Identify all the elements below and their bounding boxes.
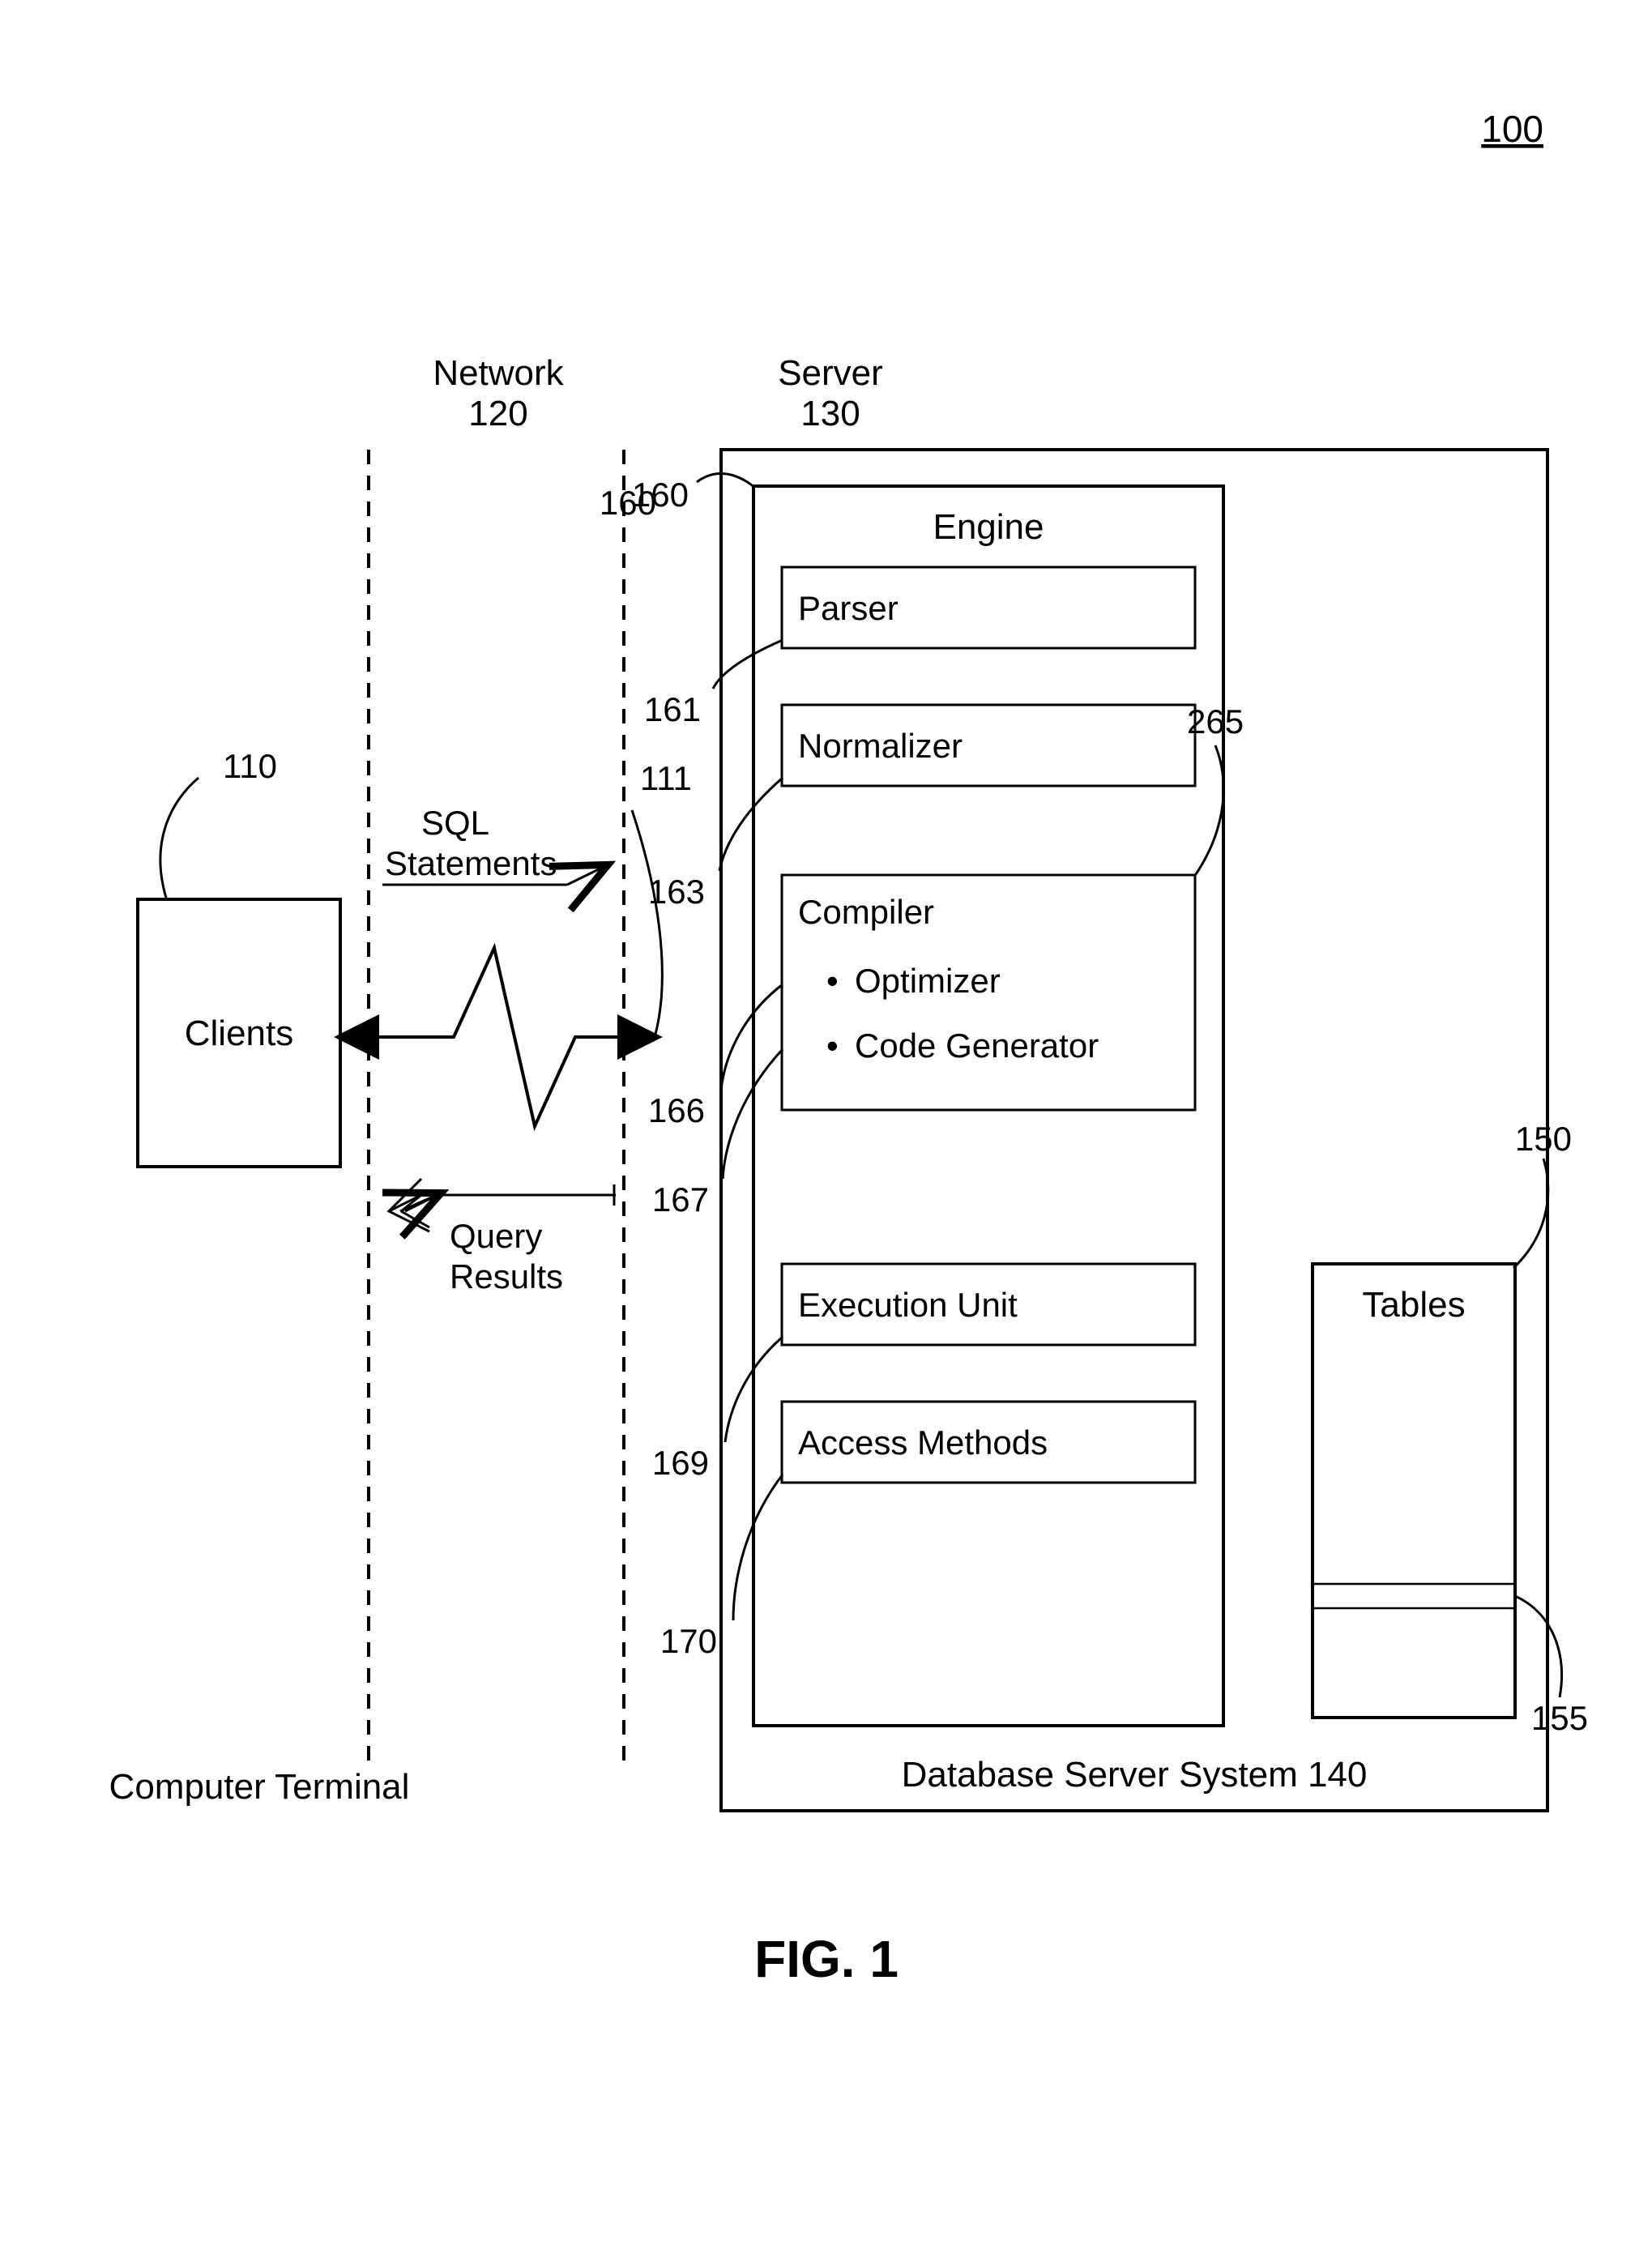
server-header-top: Server	[778, 353, 883, 393]
leader-163	[719, 778, 783, 871]
leader-111	[632, 810, 662, 1037]
tables-box	[1313, 1264, 1515, 1718]
ref-155: 155	[1531, 1699, 1588, 1737]
ref-169: 169	[652, 1444, 709, 1482]
figure-label: FIG. 1	[754, 1930, 899, 1988]
network-header-bottom: 120	[468, 394, 527, 433]
optimizer-label: Optimizer	[855, 962, 1001, 1000]
figure-ref-100: 100	[1481, 108, 1543, 150]
ref-161: 161	[644, 690, 701, 728]
ref-110: 110	[223, 747, 277, 785]
leader-110	[160, 778, 198, 898]
optimizer-bullet: •	[826, 962, 839, 1000]
ref-170: 170	[660, 1622, 717, 1660]
ref-265: 265	[1187, 702, 1244, 741]
query-top: Query	[450, 1217, 542, 1255]
normalizer-label: Normalizer	[798, 727, 963, 765]
codegen-label: Code Generator	[855, 1026, 1099, 1065]
server-outer-box	[721, 450, 1547, 1811]
query-results: Query Results	[389, 1179, 616, 1295]
ref-163: 163	[648, 873, 705, 911]
tables-group: Tables	[1313, 1264, 1515, 1718]
leader-161	[713, 640, 783, 689]
leader-150	[1513, 1159, 1548, 1268]
ref-167: 167	[652, 1180, 709, 1219]
query-bottom: Results	[450, 1257, 563, 1295]
access-label: Access Methods	[798, 1423, 1048, 1462]
execution-label: Execution Unit	[798, 1286, 1018, 1324]
computer-terminal-label: Computer Terminal	[109, 1767, 410, 1807]
tables-label: Tables	[1362, 1285, 1465, 1325]
sql-statements: SQL Statements	[382, 804, 604, 885]
diagram-svg: 100 Network 120 Server 130 Clients 110 S…	[0, 0, 1652, 2245]
server-header-bottom: 130	[800, 394, 860, 433]
clients-label: Clients	[185, 1014, 294, 1053]
codegen-bullet: •	[826, 1026, 839, 1065]
compiler-label: Compiler	[798, 893, 934, 931]
zigzag	[340, 948, 656, 1126]
engine-box	[753, 486, 1223, 1726]
leader-155	[1515, 1596, 1562, 1697]
sql-top: SQL	[421, 804, 489, 842]
leader-170	[733, 1475, 783, 1620]
ref-166: 166	[648, 1091, 705, 1129]
leader-265	[1194, 745, 1223, 877]
sql-bottom: Statements	[385, 844, 557, 882]
parser-label: Parser	[798, 589, 899, 627]
network-header-top: Network	[433, 353, 564, 393]
ref-111: 111	[640, 759, 692, 797]
clients-group: Clients	[138, 899, 340, 1167]
engine-title: Engine	[933, 507, 1044, 547]
ref-150: 150	[1515, 1120, 1572, 1158]
leader-160	[697, 474, 755, 488]
ref-160b: 160	[632, 476, 689, 514]
server-footer: Database Server System 140	[902, 1755, 1368, 1795]
